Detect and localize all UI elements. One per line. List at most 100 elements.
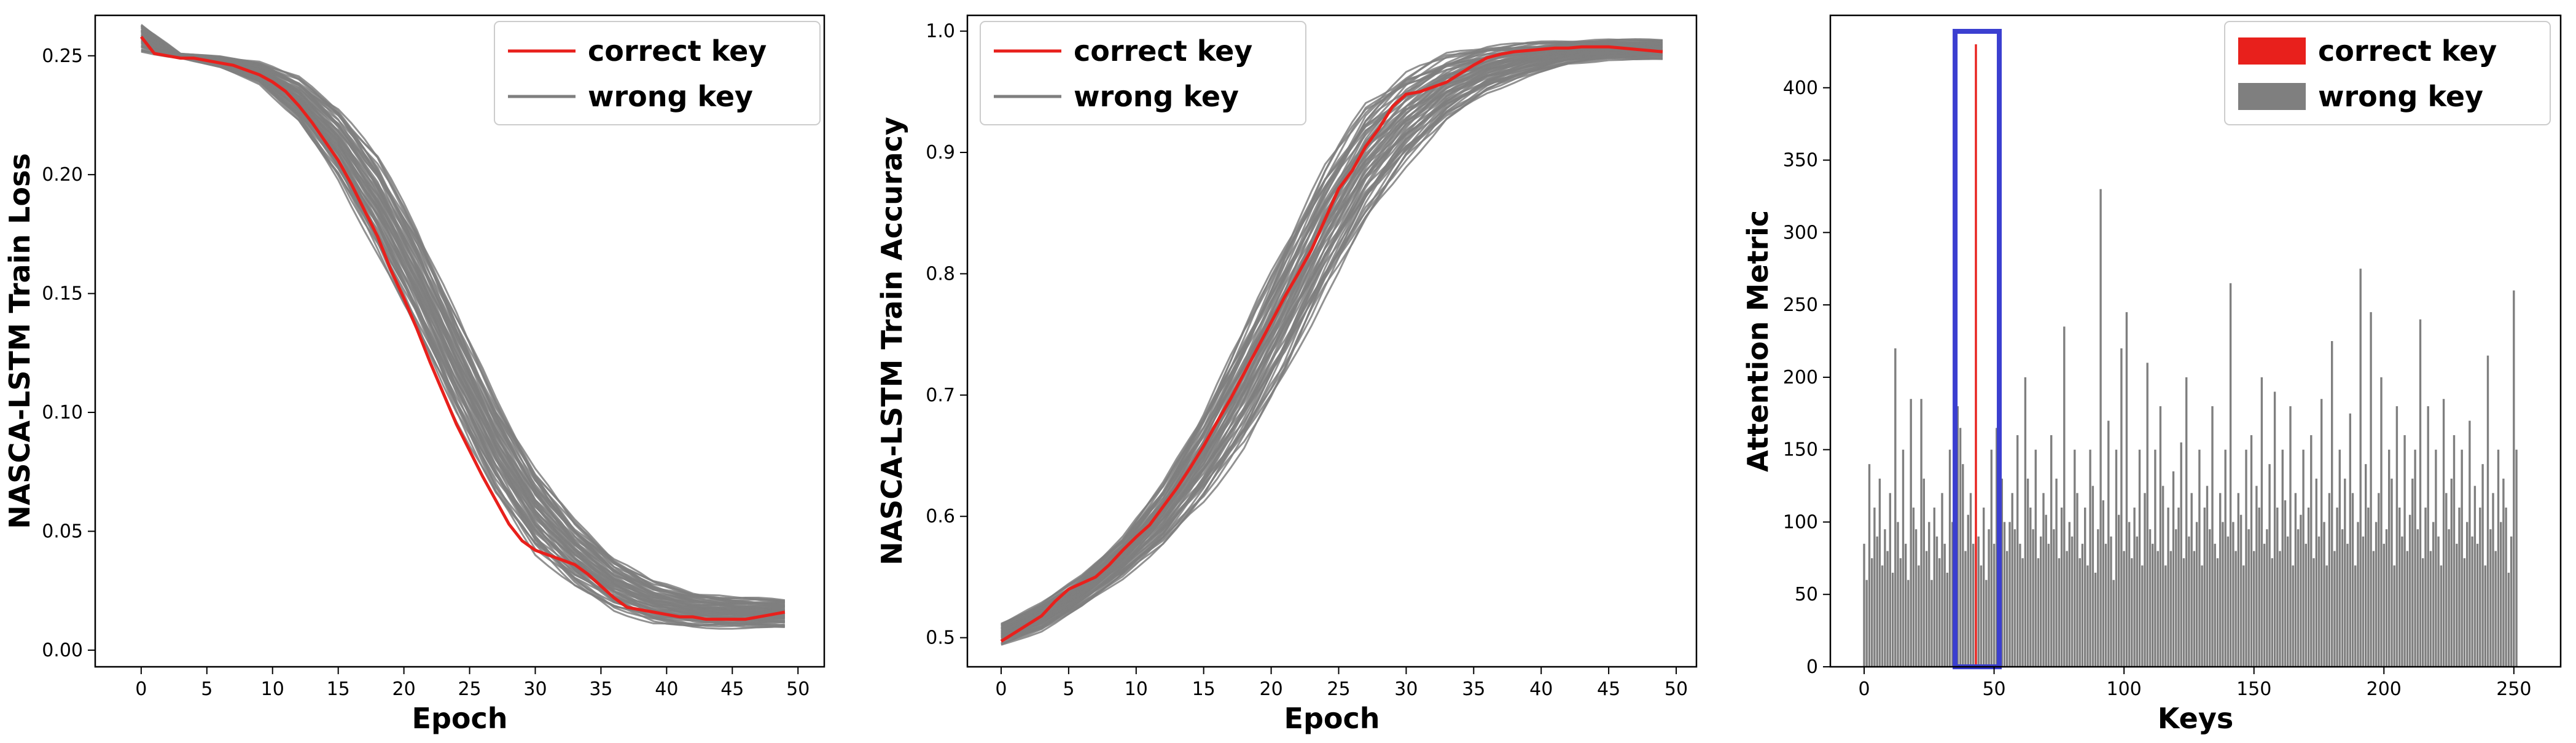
wrong-key-bar: [2463, 558, 2466, 667]
wrong-key-bar: [2333, 551, 2336, 667]
wrong-key-bar: [2476, 543, 2479, 667]
wrong-key-line: [1001, 51, 1663, 640]
wrong-key-bar: [2099, 189, 2102, 667]
wrong-key-line: [1001, 41, 1663, 627]
wrong-key-bar: [2021, 558, 2024, 667]
wrong-key-bar: [2484, 565, 2486, 667]
wrong-key-bar: [2398, 507, 2401, 667]
wrong-key-bar: [1918, 565, 1920, 667]
wrong-key-bar: [2201, 565, 2203, 667]
x-tick-label: 200: [2367, 678, 2402, 700]
wrong-key-bar: [1881, 565, 1884, 667]
wrong-key-bar: [2216, 558, 2219, 667]
wrong-key-line: [1001, 47, 1663, 635]
wrong-key-bar: [2232, 522, 2234, 667]
wrong-key-bar: [2461, 449, 2463, 667]
wrong-key-bar: [2074, 449, 2076, 667]
wrong-key-bar: [1972, 543, 1975, 667]
wrong-key-bar: [2089, 449, 2091, 667]
wrong-key-bar: [2469, 420, 2471, 667]
wrong-key-line: [141, 45, 785, 625]
wrong-key-bar: [2198, 449, 2201, 667]
axes-frame: [1829, 14, 2562, 668]
x-tick-label: 50: [786, 678, 810, 700]
wrong-key-bar: [1962, 464, 1964, 667]
wrong-key-line: [1001, 41, 1663, 629]
y-tick-label: 0.00: [42, 640, 83, 661]
wrong-key-bar: [1868, 464, 1871, 667]
wrong-key-line: [1001, 41, 1663, 627]
wrong-key-bar: [2416, 529, 2419, 667]
wrong-key-line: [1001, 44, 1663, 631]
wrong-key-bar: [2375, 522, 2378, 667]
wrong-key-bar: [2055, 478, 2058, 667]
legend-label-wrong: wrong key: [2318, 80, 2483, 113]
x-axis-label: Epoch: [1284, 702, 1380, 735]
y-tick-label: 0: [1806, 656, 1818, 678]
wrong-key-line: [1001, 42, 1663, 630]
x-tick-label: 30: [523, 678, 547, 700]
wrong-key-bar: [2388, 449, 2391, 667]
wrong-key-bar: [2195, 522, 2198, 667]
wrong-key-bar: [1988, 529, 1990, 667]
x-tick-label: 5: [201, 678, 213, 700]
wrong-key-bar: [2076, 493, 2078, 667]
wrong-key-bar: [1996, 428, 1998, 667]
loss-panel: 0 5 10 15 20 25 30 35 40 45 50 0.00 0.05 0.10 0.15 0.20…: [3, 14, 825, 735]
wrong-key-line: [1001, 44, 1663, 632]
wrong-key-line: [1001, 52, 1663, 642]
wrong-key-bar: [2045, 514, 2047, 667]
wrong-key-line: [1001, 50, 1663, 637]
wrong-key-bar: [2013, 529, 2016, 667]
highlight-box: [1953, 29, 2002, 669]
wrong-key-bar: [1980, 565, 1983, 667]
wrong-key-bar: [1878, 478, 1881, 667]
x-tick-label: 40: [655, 678, 678, 700]
wrong-key-bar: [2359, 269, 2362, 667]
y-tick-label: 50: [1795, 584, 1818, 605]
wrong-key-bar: [2357, 522, 2359, 667]
wrong-key-bar: [1933, 507, 1935, 667]
wrong-key-bar: [2159, 406, 2162, 667]
y-tick-label: 100: [1783, 511, 1818, 533]
y-tick-label: 350: [1783, 150, 1818, 171]
y-tick-label: 1.0: [926, 21, 955, 42]
wrong-key-bar: [2302, 449, 2305, 667]
wrong-key-bar: [1865, 580, 1868, 667]
wrong-key-bar: [2317, 537, 2320, 667]
x-tick-label: 15: [327, 678, 350, 700]
wrong-key-line: [1001, 55, 1663, 644]
y-tick-label: 0.20: [42, 164, 83, 186]
wrong-key-bar: [1897, 522, 1899, 667]
wrong-key-line: [1001, 43, 1663, 630]
wrong-key-bar: [2351, 493, 2354, 667]
x-tick-label: 20: [1259, 678, 1282, 700]
wrong-key-bar: [2510, 537, 2513, 667]
wrong-key-bar: [2395, 406, 2398, 667]
wrong-key-line: [141, 45, 785, 623]
wrong-key-line: [1001, 45, 1663, 634]
wrong-key-bar: [2380, 377, 2383, 667]
wrong-key-bar: [2024, 377, 2027, 667]
wrong-key-bar: [2209, 529, 2211, 667]
wrong-key-bar: [2336, 507, 2338, 667]
wrong-key-line: [1001, 51, 1663, 638]
wrong-key-bar: [2094, 572, 2097, 667]
wrong-key-bar: [2125, 312, 2128, 667]
wrong-key-bar: [1992, 543, 1996, 667]
wrong-key-bar: [1907, 580, 1910, 667]
wrong-key-bar: [1948, 449, 1951, 667]
wrong-key-bar: [2047, 543, 2050, 667]
wrong-key-bar: [2000, 478, 2003, 667]
wrong-key-bar: [2263, 543, 2266, 667]
wrong-key-bar: [2422, 558, 2424, 667]
wrong-key-bar: [2489, 529, 2492, 667]
wrong-key-bar: [2456, 543, 2458, 667]
wrong-key-bar: [2448, 529, 2450, 667]
wrong-key-bar: [2507, 572, 2510, 667]
wrong-key-bar: [2032, 529, 2034, 667]
x-tick-label: 30: [1394, 678, 1418, 700]
wrong-key-bar: [2237, 493, 2239, 667]
x-tick-label: 15: [1192, 678, 1216, 700]
